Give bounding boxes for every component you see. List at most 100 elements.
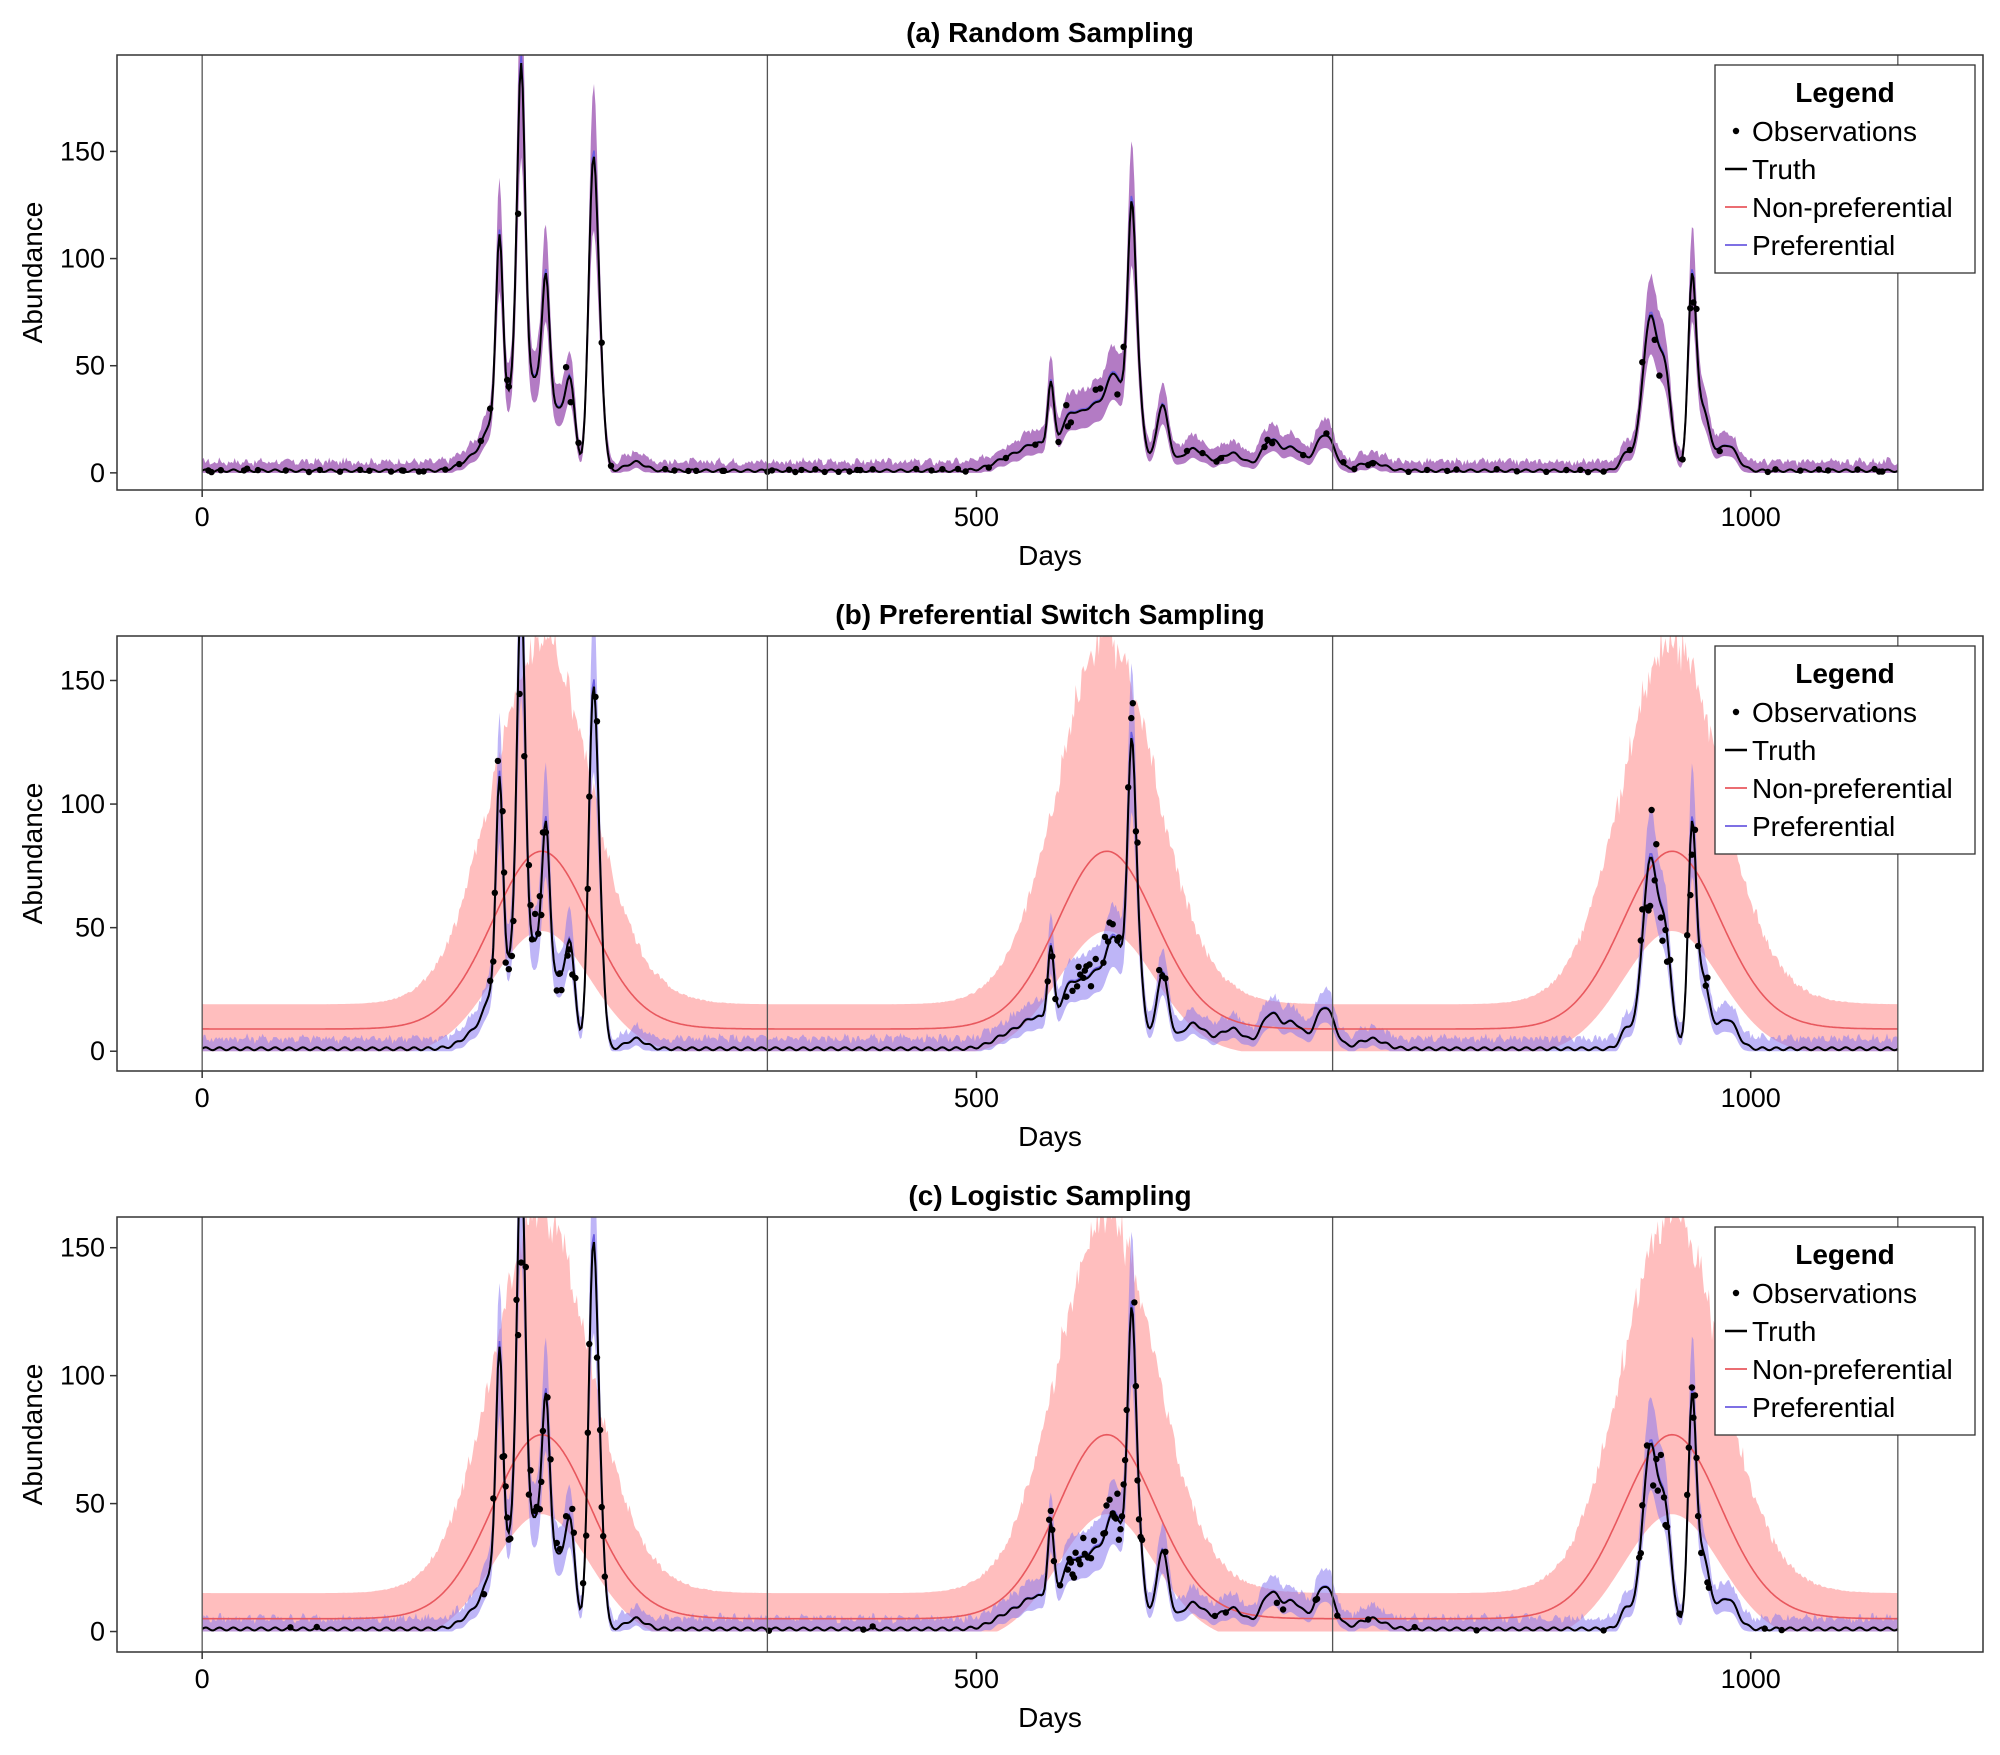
y-tick-label: 100 (60, 789, 105, 819)
observation-point (1676, 1610, 1683, 1617)
observation-point (1002, 454, 1010, 462)
legend-box (1714, 1226, 1976, 1436)
observation-point (1656, 372, 1663, 379)
preferential-line (201, 55, 1899, 473)
observation-point (528, 936, 536, 943)
observation-point (1600, 468, 1607, 475)
legend-observations-label: Observations (1752, 1278, 1917, 1309)
observation-point (1423, 466, 1431, 474)
observation-point (535, 930, 542, 937)
observation-point (1702, 982, 1710, 989)
observation-point (442, 466, 449, 473)
observation-point (1653, 1455, 1660, 1463)
observation-point (1132, 1382, 1140, 1390)
legend-truth-label: Truth (1752, 154, 1816, 185)
observation-point (1156, 966, 1163, 974)
observation-point (1685, 1444, 1693, 1451)
observation-point (1056, 1582, 1064, 1589)
observation-point (1778, 1626, 1785, 1634)
observation-point (857, 466, 864, 474)
observation-point (1687, 305, 1694, 312)
observation-point (562, 1513, 570, 1520)
observation-point (1072, 1549, 1079, 1556)
observation-point (254, 466, 262, 474)
observation-point (1584, 468, 1592, 476)
observation-point (1087, 983, 1095, 990)
observation-point (1653, 841, 1660, 848)
observation-point (1077, 1561, 1084, 1568)
observation-point (593, 1354, 601, 1361)
observation-point (1067, 419, 1075, 426)
chart-title: (a) Random Sampling (906, 17, 1194, 48)
observation-point (1663, 1523, 1671, 1531)
observation-point (1101, 933, 1109, 941)
observation-point (1453, 466, 1460, 473)
observation-point (1879, 468, 1886, 475)
legend-title: Legend (1795, 658, 1895, 689)
observation-point (536, 893, 543, 900)
observation-point (1064, 1566, 1072, 1573)
observation-point (1115, 934, 1123, 941)
observation-point (985, 464, 992, 471)
observation-point (954, 465, 962, 473)
observation-point (1772, 466, 1779, 473)
legend-nonpreferential-label: Non-preferential (1752, 192, 1953, 223)
y-tick-label: 50 (75, 913, 105, 943)
observation-point (1261, 443, 1268, 451)
observation-point (536, 1506, 543, 1513)
observation-point (1067, 1559, 1075, 1566)
observation-point (592, 693, 599, 701)
observation-point (572, 974, 579, 982)
observation-point (531, 910, 539, 918)
observation-point (522, 1263, 529, 1271)
observation-point (521, 1196, 527, 1202)
legend-nonpreferential-label: Non-preferential (1752, 1354, 1953, 1385)
observation-point (1213, 458, 1220, 465)
observation-point (1704, 974, 1711, 981)
observation-point (1075, 963, 1082, 970)
observation-point (1688, 851, 1696, 858)
observation-point (1313, 1595, 1321, 1603)
observation-point (539, 1427, 547, 1435)
observation-point (282, 467, 289, 474)
observation-point (1651, 877, 1658, 884)
observation-point (514, 1331, 522, 1339)
observation-point (544, 1394, 551, 1401)
observation-point (768, 467, 776, 474)
observation-point (1323, 430, 1330, 437)
legend-preferential-label: Preferential (1752, 1392, 1895, 1423)
observation-point (1824, 467, 1832, 474)
legend-preferential-label: Preferential (1752, 230, 1895, 261)
observation-point (487, 405, 494, 412)
observation-point (798, 466, 805, 474)
x-tick-label: 500 (954, 1083, 999, 1113)
observation-point (1698, 1549, 1705, 1557)
observation-point (1092, 955, 1099, 963)
observation-point (869, 1623, 876, 1630)
observation-point (542, 829, 550, 836)
observation-point (583, 1532, 590, 1539)
observation-point (1694, 942, 1702, 950)
observation-point (562, 364, 570, 371)
observation-point (514, 210, 522, 217)
observation-point (1639, 359, 1646, 366)
observation-point (1667, 956, 1674, 964)
observation-point (1657, 1451, 1665, 1459)
observation-point (1134, 1477, 1141, 1484)
observation-point (456, 460, 463, 468)
observation-point (1106, 1496, 1113, 1503)
observation-point (596, 1426, 604, 1434)
observation-point (586, 1340, 593, 1348)
observation-point (1080, 1534, 1087, 1542)
y-tick-label: 50 (75, 351, 105, 381)
x-tick-label: 0 (195, 1664, 210, 1694)
observation-point (1118, 1513, 1126, 1520)
observation-point (1279, 1606, 1287, 1613)
observation-point (1046, 1516, 1053, 1523)
legend-title: Legend (1795, 77, 1895, 108)
y-axis-label: Abundance (17, 783, 48, 925)
observation-point (494, 757, 502, 765)
observation-point (1073, 983, 1081, 990)
